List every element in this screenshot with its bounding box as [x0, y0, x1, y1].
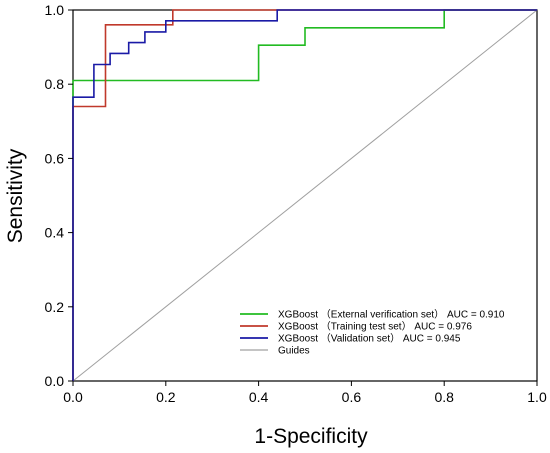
y-tick-label: 0.8: [45, 76, 65, 92]
y-tick-label: 0.4: [45, 225, 65, 241]
legend-entry: Guides: [278, 346, 310, 357]
series-line-1: [72, 9, 537, 381]
series-layer: [72, 9, 538, 382]
x-tick-label: 0.8: [434, 389, 454, 405]
legend-entry: XGBoost （Validation set） AUC = 0.945: [278, 333, 461, 345]
y-axis-ticks: 0.0 0.2 0.4 0.6 0.8 1.0: [45, 2, 73, 389]
y-tick-label: 0.6: [45, 150, 65, 166]
x-axis-ticks: 0.0 0.2 0.4 0.6 0.8 1.0: [63, 381, 547, 405]
x-tick-label: 0.0: [63, 389, 83, 405]
y-axis-title: Sensitivity: [4, 148, 27, 243]
x-tick-label: 0.4: [249, 389, 269, 405]
y-tick-label: 0.2: [45, 299, 65, 315]
y-tick-label: 1.0: [45, 2, 65, 18]
series-line-4: [72, 9, 538, 382]
x-tick-label: 1.0: [527, 389, 547, 405]
y-tick-label: 0.0: [45, 373, 65, 389]
x-tick-label: 0.2: [156, 389, 176, 405]
x-tick-label: 0.6: [342, 389, 362, 405]
legend-entry: XGBoost （Training test set） AUC = 0.976: [278, 321, 472, 333]
x-axis-title: 1-Specificity: [254, 425, 368, 448]
legend-entry: XGBoost （External verification set） AUC …: [278, 309, 505, 321]
legend: XGBoost （External verification set） AUC …: [240, 309, 505, 357]
series-line-3: [72, 9, 537, 381]
